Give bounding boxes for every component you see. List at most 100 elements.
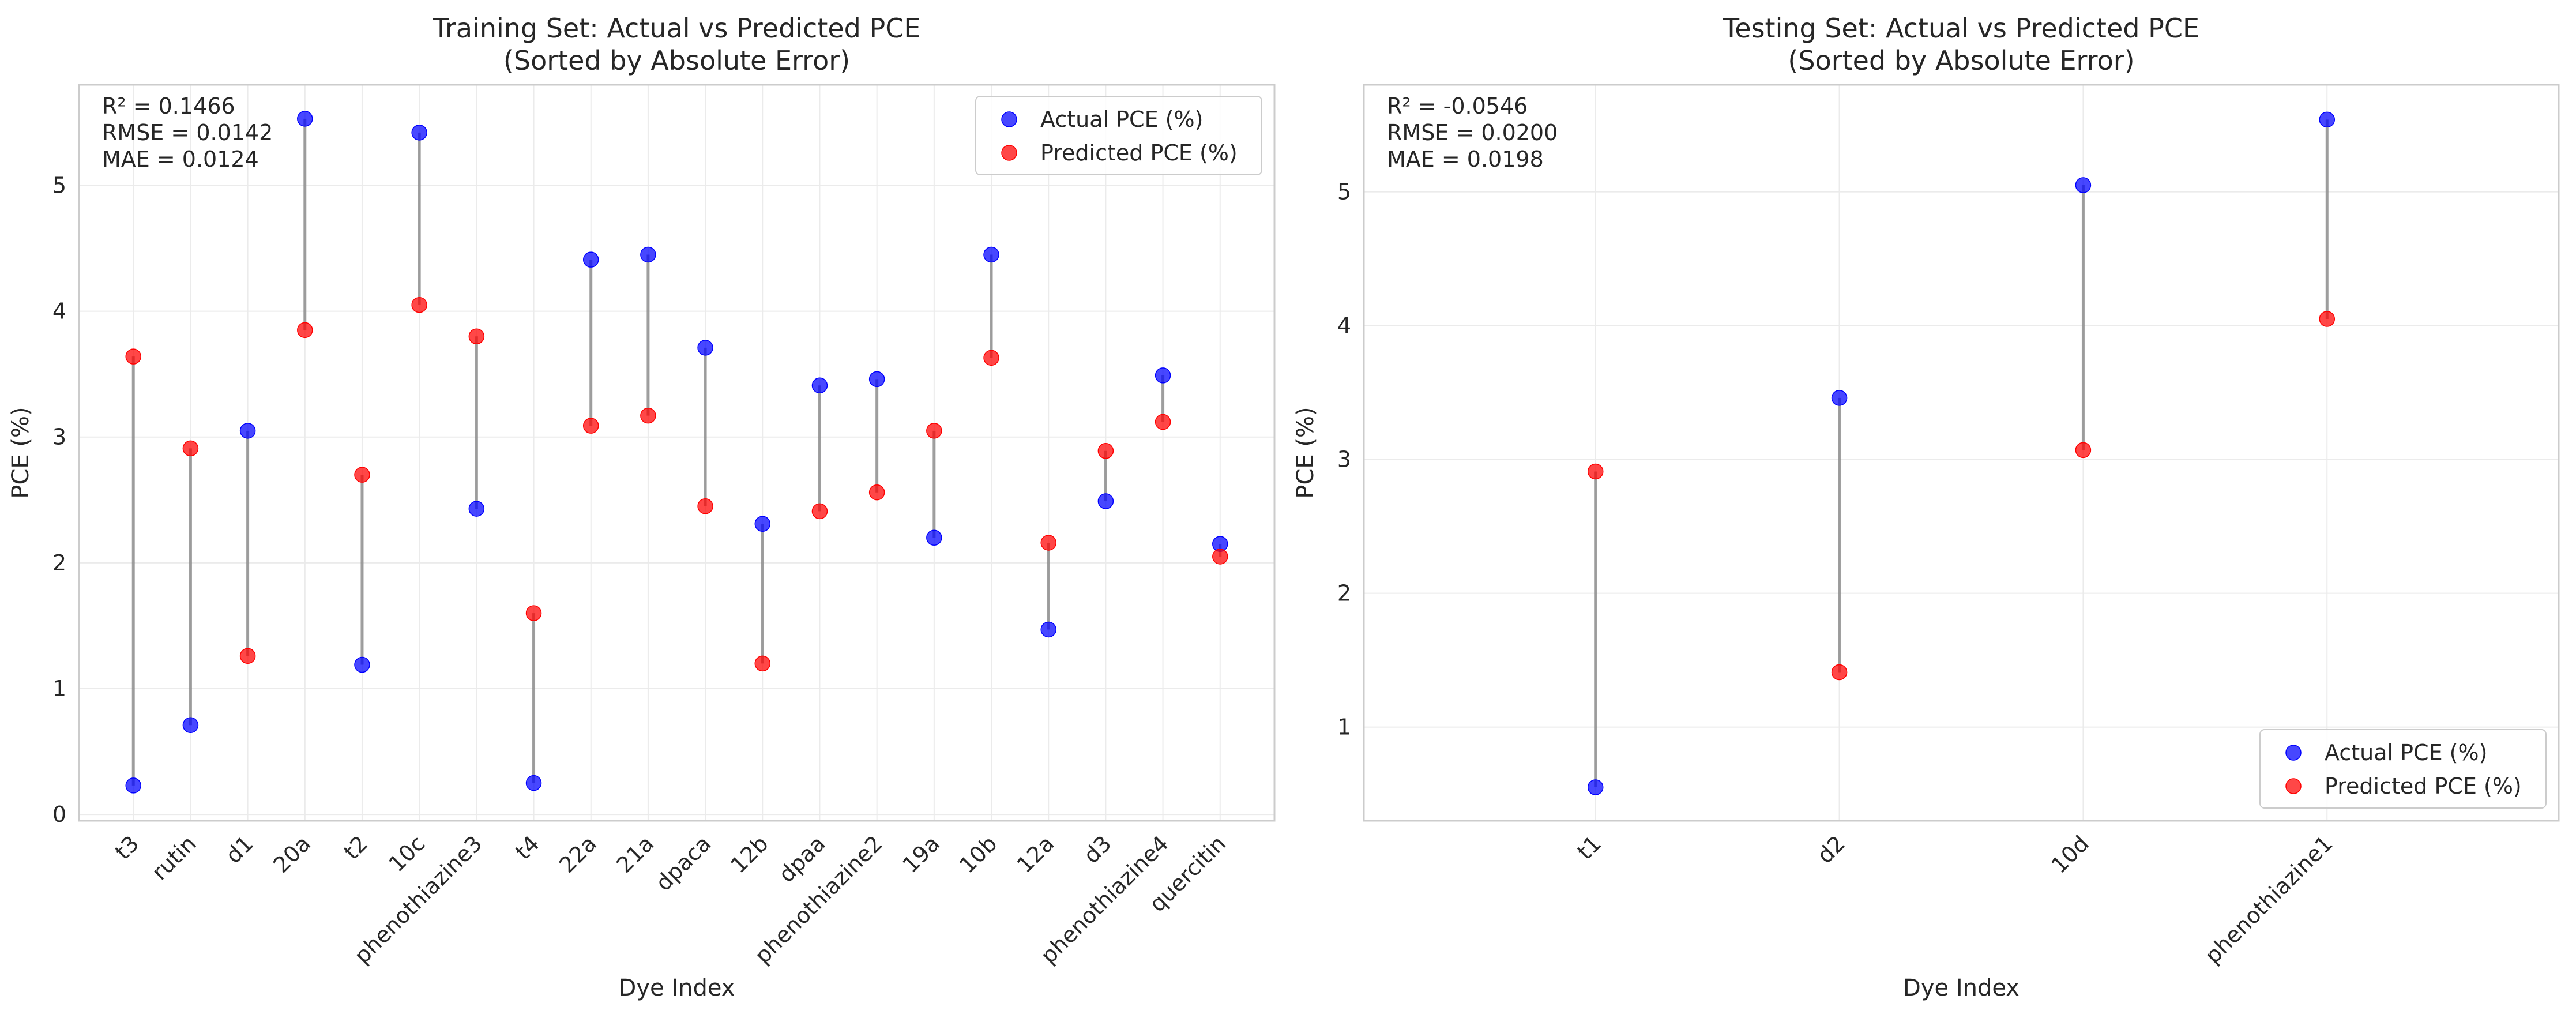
- actual-point: [1831, 390, 1848, 406]
- legend-box: [2259, 729, 2547, 809]
- actual-point: [297, 111, 313, 127]
- x-tick-label: d1: [221, 831, 258, 868]
- actual-point: [525, 775, 542, 791]
- metric-text: MAE = 0.0124: [102, 146, 259, 172]
- y-tick-label: 5: [52, 172, 66, 198]
- y-tick-label: 2: [52, 550, 66, 576]
- predicted-point: [983, 350, 999, 366]
- legend-label: Predicted PCE (%): [2325, 773, 2522, 799]
- x-tick-label: 10b: [954, 831, 1002, 878]
- predicted-point: [640, 407, 656, 424]
- metric-text: RMSE = 0.0142: [102, 120, 273, 145]
- y-tick-label: 3: [52, 425, 66, 450]
- x-tick-label: 21a: [612, 831, 659, 878]
- predicted-point: [926, 423, 942, 439]
- predicted-point: [182, 440, 199, 457]
- x-axis-label: Dye Index: [1903, 975, 2020, 1001]
- metric-text: R² = 0.1466: [102, 93, 235, 119]
- legend-label: Actual PCE (%): [2325, 740, 2487, 765]
- actual-point: [1155, 367, 1171, 384]
- predicted-point: [354, 467, 370, 483]
- plot-frame: [78, 84, 1276, 822]
- predicted-point: [754, 655, 771, 672]
- y-tick-label: 1: [52, 676, 66, 701]
- chart-title: Training Set: Actual vs Predicted PCE: [433, 13, 921, 44]
- x-tick-label: phenothiazine1: [2200, 831, 2338, 968]
- x-tick-label: 10c: [383, 831, 430, 877]
- predicted-point: [582, 418, 599, 434]
- plot-frame: [1363, 84, 2560, 822]
- predicted-point: [1097, 442, 1114, 459]
- metric-text: RMSE = 0.0200: [1387, 120, 1558, 145]
- actual-point: [754, 516, 771, 532]
- x-tick-label: rutin: [147, 831, 201, 885]
- actual-point: [411, 125, 427, 141]
- x-tick-label: 12b: [725, 831, 773, 878]
- actual-point: [354, 656, 370, 673]
- y-tick-label: 4: [52, 299, 66, 324]
- x-tick-label: t2: [339, 831, 373, 865]
- actual-point: [582, 251, 599, 268]
- predicted-point: [2075, 442, 2092, 459]
- actual-point: [125, 777, 141, 794]
- testing-chart: 1 2 3 4 5 t1 d2 10d phenothiazine1 Testing Set: A…: [1292, 13, 2560, 1001]
- predicted-point: [239, 648, 256, 664]
- y-tick-label: 1: [1337, 715, 1351, 740]
- x-tick-label: 22a: [554, 831, 601, 878]
- x-tick-label: t3: [110, 831, 144, 865]
- legend-marker: [1001, 111, 1017, 127]
- x-tick-label: 12a: [1012, 831, 1059, 878]
- predicted-point: [697, 498, 713, 514]
- x-tick-label: t1: [1572, 831, 1606, 865]
- actual-point: [640, 246, 656, 263]
- predicted-point: [297, 322, 313, 339]
- actual-point: [1040, 621, 1056, 638]
- predicted-point: [525, 605, 542, 621]
- predicted-point: [1040, 535, 1056, 551]
- actual-point: [468, 501, 485, 517]
- predicted-point: [1831, 664, 1848, 681]
- x-tick-label: dpaca: [651, 831, 716, 896]
- predicted-point: [411, 296, 427, 313]
- predicted-point: [1212, 549, 1228, 565]
- predicted-point: [811, 503, 828, 520]
- actual-point: [697, 340, 713, 356]
- legend-marker: [2285, 745, 2302, 761]
- x-tick-label: 10d: [2046, 831, 2093, 878]
- y-tick-label: 0: [52, 802, 66, 827]
- actual-point: [2319, 111, 2336, 128]
- actual-point: [1587, 779, 1604, 795]
- plot-area: [1364, 85, 2559, 821]
- predicted-point: [2319, 311, 2336, 327]
- metric-text: MAE = 0.0198: [1387, 146, 1544, 172]
- y-tick-label: 4: [1337, 313, 1351, 339]
- actual-point: [239, 423, 256, 439]
- x-tick-label: d2: [1812, 831, 1850, 868]
- x-tick-label: t4: [510, 831, 544, 865]
- actual-point: [983, 246, 999, 263]
- actual-point: [2075, 177, 2092, 193]
- legend-label: Predicted PCE (%): [1040, 140, 1238, 166]
- y-axis-label: PCE (%): [1292, 407, 1319, 498]
- predicted-point: [868, 484, 885, 501]
- actual-point: [926, 529, 942, 546]
- actual-point: [182, 717, 199, 733]
- actual-point: [1097, 493, 1114, 509]
- legend: Actual PCE (%) Predicted PCE (%): [2259, 729, 2547, 809]
- legend-marker: [1001, 145, 1017, 161]
- y-tick-label: 3: [1337, 447, 1351, 472]
- actual-point: [868, 371, 885, 388]
- x-tick-label: 20a: [268, 831, 315, 878]
- chart-subtitle: (Sorted by Absolute Error): [503, 45, 850, 76]
- legend-box: [975, 96, 1262, 175]
- x-axis-label: Dye Index: [619, 975, 735, 1001]
- predicted-point: [125, 348, 141, 365]
- predicted-point: [1155, 414, 1171, 430]
- chart-subtitle: (Sorted by Absolute Error): [1788, 45, 2134, 76]
- y-axis-label: PCE (%): [7, 407, 34, 498]
- legend-marker: [2285, 778, 2302, 794]
- legend: Actual PCE (%) Predicted PCE (%): [975, 96, 1262, 175]
- x-tick-label: d3: [1078, 831, 1116, 868]
- predicted-point: [1587, 463, 1604, 480]
